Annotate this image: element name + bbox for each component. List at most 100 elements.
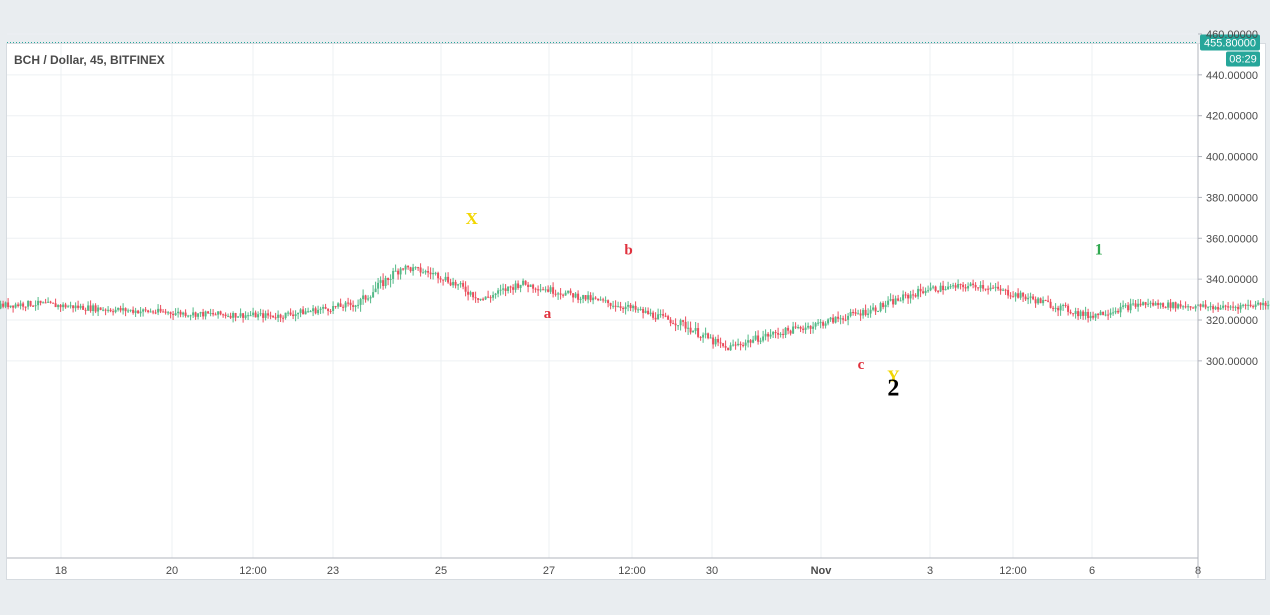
- candle-body: [247, 315, 250, 317]
- candle-body: [184, 312, 187, 316]
- candle-body: [1142, 302, 1145, 306]
- y-tick-label: 440.00000: [1206, 70, 1258, 82]
- candle-body: [659, 314, 662, 316]
- candle-body: [799, 327, 802, 329]
- candle-body: [307, 311, 310, 313]
- candle-body: [587, 295, 590, 300]
- candle-body: [629, 304, 632, 309]
- candle-body: [564, 292, 567, 296]
- candle-body: [647, 310, 650, 315]
- candle-body: [504, 288, 507, 292]
- candle-body: [834, 316, 837, 323]
- candle-body: [959, 284, 962, 286]
- candle-body: [1192, 307, 1195, 309]
- candle-body: [797, 327, 800, 329]
- candle-body: [787, 327, 790, 331]
- candle-body: [789, 330, 792, 334]
- candle-body: [17, 304, 20, 307]
- candle-body: [232, 313, 235, 318]
- candle-body: [94, 305, 97, 312]
- candle-body: [434, 272, 437, 274]
- candle-body: [1152, 302, 1155, 306]
- candle-body: [552, 287, 555, 294]
- candle-body: [272, 315, 275, 318]
- candle-body: [662, 314, 665, 316]
- candle-body: [1004, 289, 1007, 291]
- candle-body: [527, 284, 530, 287]
- candle-body: [619, 306, 622, 308]
- candle-body: [249, 315, 252, 317]
- candle-body: [382, 280, 385, 287]
- candle-body: [214, 314, 217, 316]
- candle-body: [559, 293, 562, 295]
- candle-body: [819, 322, 822, 324]
- candle-body: [447, 276, 450, 283]
- candle-body: [972, 283, 975, 285]
- candle-body: [612, 305, 615, 307]
- candle-body: [514, 283, 517, 290]
- candle-body: [1052, 307, 1055, 309]
- candle-body: [387, 277, 390, 281]
- candle-body: [637, 309, 640, 311]
- wave-label: b: [624, 243, 632, 259]
- candle-body: [1009, 295, 1012, 297]
- candle-body: [1204, 304, 1207, 308]
- candle-body: [1144, 302, 1147, 305]
- candle-body: [347, 302, 350, 304]
- candle-body: [1169, 302, 1172, 308]
- candle-body: [889, 299, 892, 301]
- candle-body: [84, 309, 87, 311]
- candle-body: [49, 301, 52, 303]
- candle-body: [934, 286, 937, 291]
- candle-body: [954, 285, 957, 288]
- candle-body: [774, 332, 777, 334]
- candle-body: [747, 340, 750, 343]
- candle-body: [199, 312, 202, 314]
- candle-body: [29, 300, 32, 306]
- candle-body: [379, 280, 382, 283]
- candle-body: [1202, 304, 1205, 307]
- candle-body: [652, 312, 655, 318]
- candle-body: [557, 293, 560, 295]
- candle-body: [599, 299, 602, 301]
- candle-body: [872, 307, 875, 310]
- candle-body: [967, 286, 970, 289]
- candle-body: [204, 311, 207, 317]
- candle-body: [404, 265, 407, 270]
- candle-body: [502, 288, 505, 290]
- candle-body: [1094, 313, 1097, 318]
- candle-body: [412, 267, 415, 272]
- candle-body: [349, 302, 352, 306]
- candle-body: [627, 304, 630, 307]
- candle-body: [584, 295, 587, 300]
- candle-body: [252, 312, 255, 316]
- candle-body: [772, 332, 775, 335]
- candle-body: [414, 267, 417, 269]
- candle-body: [732, 344, 735, 346]
- candle-body: [947, 286, 950, 290]
- candle-body: [974, 284, 977, 288]
- candle-body: [674, 323, 677, 326]
- candle-body: [492, 295, 495, 298]
- candle-body: [162, 311, 165, 313]
- candle-body: [64, 304, 67, 308]
- candle-body: [1097, 313, 1100, 316]
- candle-body: [622, 307, 625, 310]
- candle-body: [1242, 304, 1245, 306]
- candle-body: [704, 333, 707, 335]
- candle-body: [1259, 302, 1262, 306]
- candle-body: [859, 313, 862, 316]
- candle-body: [282, 317, 285, 319]
- candle-body: [837, 316, 840, 319]
- candle-body: [1217, 306, 1220, 310]
- candle-body: [269, 315, 272, 317]
- candle-body: [1252, 306, 1255, 308]
- candle-body: [1122, 305, 1125, 307]
- candle-body: [372, 292, 375, 298]
- candle-body: [1129, 303, 1132, 311]
- candle-body: [179, 311, 182, 315]
- candle-body: [692, 330, 695, 333]
- candle-body: [297, 312, 300, 315]
- candle-body: [1149, 302, 1152, 304]
